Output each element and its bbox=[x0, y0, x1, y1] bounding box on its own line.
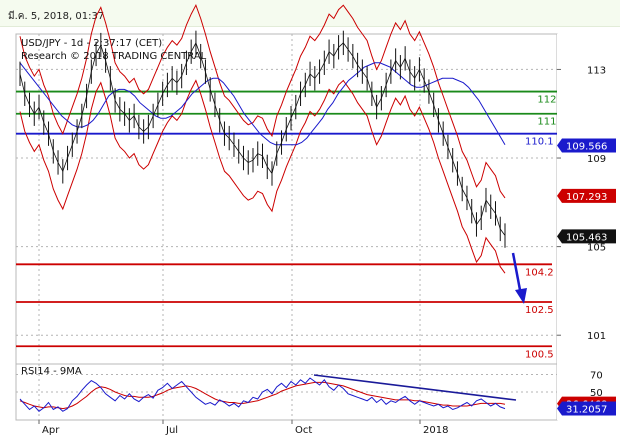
price-tag bbox=[557, 401, 616, 416]
rsi-tick-label: 70 bbox=[590, 371, 603, 382]
price-tag bbox=[557, 138, 616, 153]
timestamp-bar: มี.ค. 5, 2018, 01:37 bbox=[0, 0, 620, 27]
price-tag bbox=[557, 229, 616, 244]
chart-subtitle: Research © 2018 TRADING CENTRAL bbox=[21, 51, 207, 62]
level-label: 100.5 bbox=[525, 349, 554, 360]
y-tick-label: 109 bbox=[587, 154, 606, 165]
rsi-tick-label: 50 bbox=[590, 388, 603, 399]
lower-band-line bbox=[19, 79, 506, 274]
rsi-trendline-segment bbox=[313, 374, 517, 401]
x-tick-label: Jul bbox=[165, 425, 178, 436]
x-tick-label: 2018 bbox=[423, 425, 448, 436]
price-tag-label: 105.463 bbox=[566, 232, 607, 243]
arrow-head bbox=[515, 288, 527, 304]
level-label: 110.1 bbox=[525, 137, 554, 148]
forecast-arrow bbox=[511, 252, 527, 304]
price-series bbox=[19, 3, 506, 412]
price-tag-label: 109.566 bbox=[566, 141, 607, 152]
arrow-shaft bbox=[511, 252, 522, 291]
y-tick-label: 101 bbox=[587, 331, 606, 342]
level-label: 111 bbox=[537, 117, 556, 128]
price-line bbox=[19, 41, 506, 236]
price-tag-label: 31.2057 bbox=[566, 404, 607, 415]
price-tag-label: 107.293 bbox=[566, 192, 607, 203]
rsi-trendline bbox=[313, 374, 517, 401]
chart-title: USD/JPY - 1d - 2:37:17 (CET) bbox=[21, 38, 162, 49]
rsi-ma-line bbox=[19, 381, 506, 410]
rsi-title: RSI14 - 9MA bbox=[21, 366, 82, 377]
rsi-line bbox=[19, 377, 506, 412]
y-tick-label: 113 bbox=[587, 65, 606, 76]
chart-labels: USD/JPY - 1d - 2:37:17 (CET) Research © … bbox=[21, 38, 207, 377]
upper-band-line bbox=[19, 3, 506, 199]
timestamp: มี.ค. 5, 2018, 01:37 bbox=[8, 11, 105, 22]
level-label: 102.5 bbox=[525, 305, 554, 316]
grid-lines: Apr Jul Oct 2018 113 109 105 101 70 50 bbox=[16, 34, 606, 436]
y-tick-label: 105 bbox=[587, 243, 606, 254]
x-tick-label: Apr bbox=[42, 425, 60, 436]
price-tag bbox=[557, 188, 616, 203]
level-label: 112 bbox=[537, 95, 556, 106]
x-tick-label: Oct bbox=[295, 425, 312, 436]
level-label: 104.2 bbox=[525, 267, 554, 278]
